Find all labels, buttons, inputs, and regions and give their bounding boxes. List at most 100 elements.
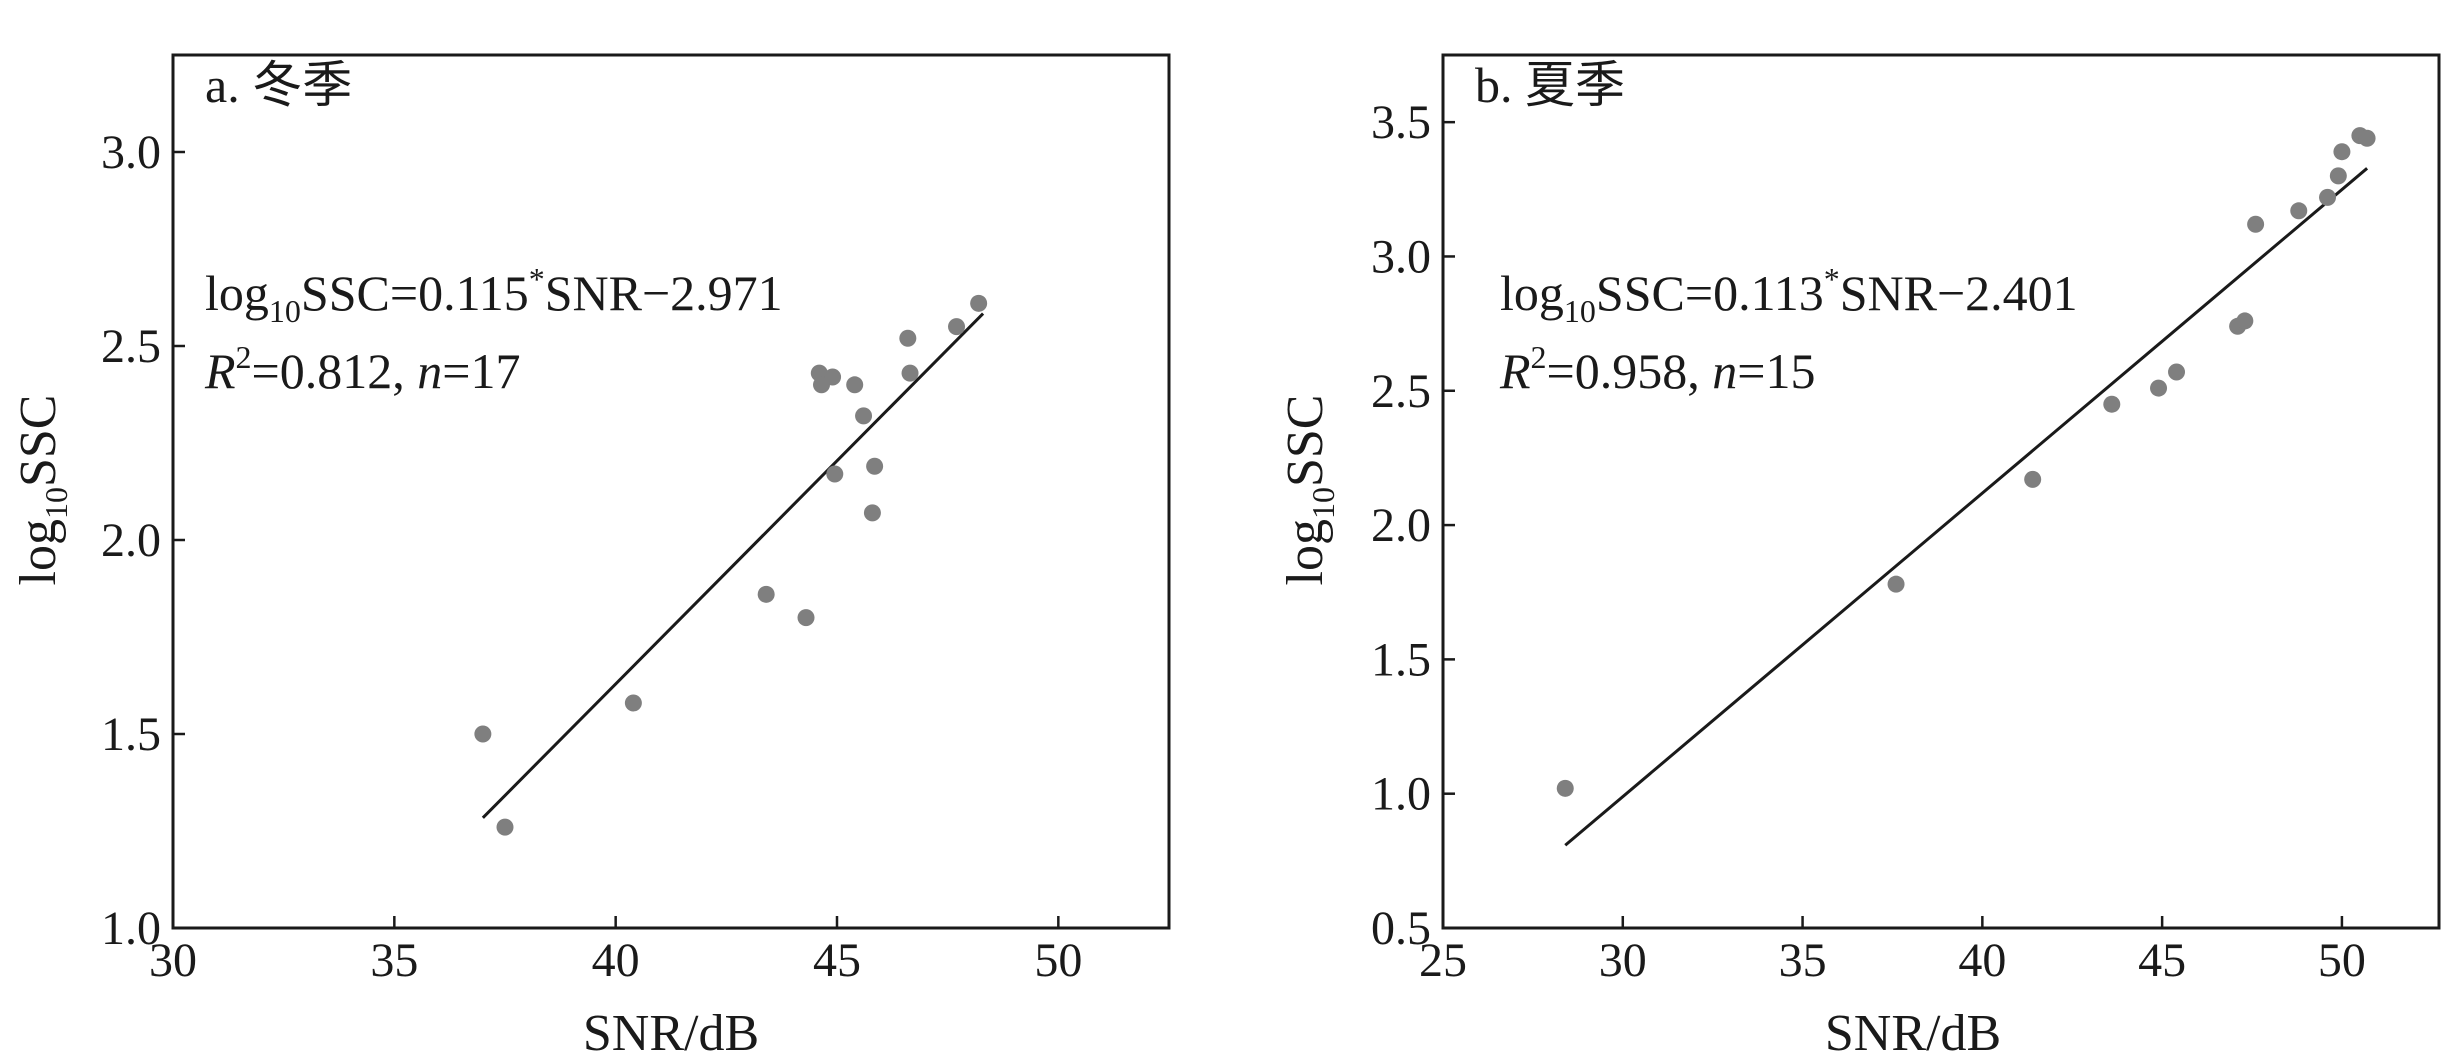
x-tick-label-a: 50 <box>1034 934 1082 987</box>
x-tick-label-a: 35 <box>370 934 418 987</box>
panel-label-b: b. 夏季 <box>1475 57 1625 113</box>
y-tick-label-b: 3.0 <box>1371 230 1431 283</box>
equation-a: log10SSC=0.115*SNR−2.971 <box>205 261 783 329</box>
data-point-a <box>899 329 917 347</box>
data-point-b <box>2319 188 2337 206</box>
points-b <box>1556 127 2376 797</box>
eq-lhs-main-a: log <box>205 265 269 321</box>
y-label-main-a: log <box>10 519 67 585</box>
x-tick-label-a: 45 <box>813 934 861 987</box>
data-point-b <box>2247 215 2265 233</box>
data-point-b <box>2150 379 2168 397</box>
n-symbol-a: n <box>417 343 442 399</box>
y-tick-label-b: 2.5 <box>1371 365 1431 418</box>
data-point-a <box>948 318 966 336</box>
y-tick-label-a: 2.0 <box>101 514 161 567</box>
data-point-b <box>2024 470 2042 488</box>
r2-exp-a: 2 <box>236 339 252 375</box>
equation-b: log10SSC=0.113*SNR−2.401 <box>1500 261 2078 329</box>
n-value-b: =15 <box>1737 343 1815 399</box>
eq-star-b: * <box>1824 261 1840 297</box>
r2-text-b: R2=0.958, n=15 <box>1499 339 1815 399</box>
x-tick-label-b: 40 <box>1958 934 2006 987</box>
data-point-a <box>901 364 919 382</box>
y-label-sub-a: 10 <box>38 487 74 519</box>
eq-lhs-tail-a: SSC=0.115 <box>301 265 529 321</box>
data-point-b <box>2290 202 2308 220</box>
panel-label-a: a. 冬季 <box>205 57 352 113</box>
y-tick-label-a: 1.0 <box>101 902 161 955</box>
y-axis-label-a: log10SSC <box>10 395 74 586</box>
x-tick-label-a: 30 <box>149 934 197 987</box>
fit-line-a <box>481 312 985 819</box>
r2-symbol-a: R <box>204 343 236 399</box>
r2-value-a: =0.812, <box>252 343 418 399</box>
data-point-b <box>2103 395 2121 413</box>
eq-lhs-tail-b: SSC=0.113 <box>1596 265 1824 321</box>
panel-a: 30 35 40 45 50 1.01.52.02.53.0 a. 冬季 log10SS… <box>10 53 1171 1060</box>
plot-frame-b <box>1441 53 2441 930</box>
y-tick-label-a: 1.5 <box>101 708 161 761</box>
x-axis-label-b: SNR/dB <box>1825 1005 2001 1055</box>
data-point-a <box>824 368 842 386</box>
y-tick-label-b: 1.0 <box>1371 768 1431 821</box>
eq-lhs-main-b: log <box>1500 265 1564 321</box>
data-point-a <box>970 294 988 312</box>
r2-exp-b: 2 <box>1531 339 1547 375</box>
eq-rhs-b: SNR−2.401 <box>1840 265 2078 321</box>
data-point-a <box>757 585 775 603</box>
r2-value-b: =0.958, <box>1547 343 1713 399</box>
points-a <box>474 294 988 836</box>
x-tick-label-b: 25 <box>1419 934 1467 987</box>
y-label-tail-a: SSC <box>10 395 67 488</box>
r2-text-a: R2=0.812, n=17 <box>204 339 520 399</box>
x-ticks-b: 25 30 35 40 45 50 <box>1419 916 2366 987</box>
y-tick-label-b: 1.5 <box>1371 633 1431 686</box>
y-tick-label-b: 2.0 <box>1371 499 1431 552</box>
data-point-a <box>496 818 514 836</box>
data-point-b <box>2358 129 2376 147</box>
data-point-b <box>1556 779 1574 797</box>
y-ticks-a: 1.0 1.5 2.0 2.5 3.0 <box>101 126 185 955</box>
plot-frame-a <box>171 53 1171 930</box>
y-tick-label-b: 0.5 <box>1371 902 1431 955</box>
y-tick-label-a: 2.5 <box>101 320 161 373</box>
data-point-b <box>2168 363 2186 381</box>
y-label-main-b: log <box>1277 519 1334 585</box>
x-axis-label-a: SNR/dB <box>583 1005 759 1055</box>
fit-line-b <box>1564 167 2369 847</box>
data-point-b <box>1887 575 1905 593</box>
y-tick-label-a: 3.0 <box>101 126 161 179</box>
y-ticks-b: 0.5 1.0 1.5 2.0 2.5 3.0 3.5 <box>1371 96 1455 955</box>
eq-lhs-sub-b: 10 <box>1564 293 1596 329</box>
eq-star-a: * <box>529 261 545 297</box>
x-tick-label-b: 50 <box>2318 934 2366 987</box>
n-symbol-b: n <box>1712 343 1737 399</box>
x-tick-label-a: 40 <box>592 934 640 987</box>
data-point-b <box>2329 167 2347 185</box>
y-label-tail-b: SSC <box>1277 395 1334 488</box>
data-point-a <box>797 609 815 627</box>
data-point-a <box>826 465 844 483</box>
data-point-a <box>474 725 492 743</box>
eq-lhs-sub-a: 10 <box>269 293 301 329</box>
data-point-a <box>866 457 884 475</box>
eq-rhs-a: SNR−2.971 <box>545 265 783 321</box>
data-point-a <box>624 694 642 712</box>
panel-b: 25 30 35 40 45 50 0.5 1.0 1.5 2.0 2.5 3.0 3.5 b. 夏季… <box>1277 53 2441 1060</box>
n-value-a: =17 <box>442 343 520 399</box>
x-ticks-a: 30 35 40 45 50 <box>149 916 1082 987</box>
y-axis-label-b: log10SSC <box>1277 395 1341 586</box>
data-point-a <box>863 504 881 522</box>
x-tick-label-b: 35 <box>1779 934 1827 987</box>
x-tick-label-b: 30 <box>1599 934 1647 987</box>
data-point-a <box>846 376 864 394</box>
y-label-sub-b: 10 <box>1305 487 1341 519</box>
data-point-a <box>855 407 873 425</box>
y-tick-label-b: 3.5 <box>1371 96 1431 149</box>
x-tick-label-b: 45 <box>2138 934 2186 987</box>
data-point-b <box>2236 312 2254 330</box>
data-point-b <box>2333 143 2351 161</box>
